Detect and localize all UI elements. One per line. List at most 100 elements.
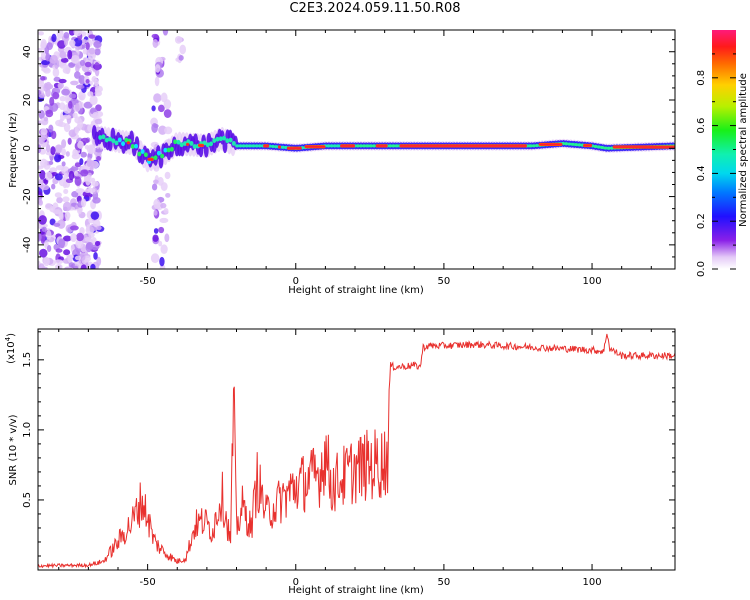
spectral-noise-cell <box>59 95 66 102</box>
spectral-noise-cell <box>150 141 159 148</box>
spectral-noise-cell <box>163 109 172 118</box>
spectral-noise-cell <box>75 84 85 90</box>
spectral-noise-cell <box>88 34 96 39</box>
spectral-noise-cell <box>154 76 160 87</box>
spectral-core-cell <box>600 145 605 150</box>
spectral-core-cell <box>358 144 363 148</box>
spectral-noise-cell <box>93 251 98 260</box>
spectral-noise-cell <box>88 47 96 55</box>
spectral-core-cell <box>205 142 210 148</box>
snr-series-line <box>38 333 675 569</box>
spectral-noise-cell <box>153 209 158 216</box>
spectral-noise-cell <box>44 171 53 181</box>
spectral-noise-cell <box>74 71 81 79</box>
spectral-noise-cell <box>92 112 99 119</box>
top-x-axis-label: Height of straight line (km) <box>288 285 424 296</box>
spectral-noise-cell <box>45 144 51 153</box>
spectral-core-cell <box>163 147 168 153</box>
spectral-core-cell <box>153 155 158 161</box>
spectral-core-cell <box>101 134 106 140</box>
spectral-core-cell <box>228 137 233 143</box>
spectral-core-cell <box>111 138 116 144</box>
spectral-core-cell <box>394 144 399 148</box>
spectral-noise-cell <box>90 244 100 251</box>
spectrogram-panel: -50 0 50 100 -40 -20 0 20 40 Height of straight… <box>8 29 676 296</box>
y-tick-label: 1.5 <box>22 352 33 368</box>
spectral-noise-cell <box>92 219 101 228</box>
spectral-peak-core <box>147 158 154 161</box>
spectral-peak-core <box>612 146 675 148</box>
spectral-core-cell <box>124 137 129 143</box>
colorbar-label: Normalized spectral amplitude <box>738 73 749 227</box>
spectral-noise-cell <box>76 247 82 254</box>
spectral-noise-cell <box>78 74 86 85</box>
spectral-noise-cell <box>68 262 75 268</box>
spectral-noise-cell <box>62 114 72 119</box>
colorbar-axis: 0.0 0.2 0.4 0.6 0.8 <box>696 53 736 277</box>
spectral-noise-cell <box>80 243 87 253</box>
spectral-peak-core <box>277 146 281 148</box>
spectral-core-cell <box>270 144 275 149</box>
x-tick-label: -50 <box>139 577 155 588</box>
spectral-core-cell <box>564 142 569 146</box>
spectral-core-cell <box>166 147 171 153</box>
spectral-noise-cell <box>179 44 187 55</box>
y-tick-label: -20 <box>22 188 33 204</box>
spectral-noise-cell <box>55 165 65 171</box>
spectral-noise-cell <box>77 140 84 149</box>
spectral-noise-cell <box>74 102 80 112</box>
spectral-core-cell <box>332 144 337 148</box>
spectral-noise-cell <box>46 229 52 240</box>
spectral-noise-cell <box>52 67 60 78</box>
spectral-noise-cell <box>38 199 43 206</box>
spectral-noise-cell <box>157 104 165 113</box>
spectral-noise-cell <box>38 178 44 189</box>
x-tick-label: 0 <box>293 577 299 588</box>
spectral-core-cell <box>606 146 611 150</box>
spectral-core-cell <box>248 144 253 148</box>
spectral-noise-cell <box>151 33 159 39</box>
spectral-noise-cell <box>96 156 102 161</box>
colorbar-tick-label: 0.0 <box>696 261 707 277</box>
spectral-noise-cell <box>68 129 77 138</box>
spectral-noise-cell <box>154 64 161 73</box>
spectral-noise-cell <box>70 166 79 171</box>
spectral-noise-cell <box>46 244 52 252</box>
spectral-noise-cell <box>76 232 84 242</box>
spectral-noise-cell <box>174 35 183 44</box>
spectral-noise-cell <box>63 32 70 39</box>
spectral-core-cell <box>238 144 243 148</box>
spectral-noise-cell <box>55 248 63 253</box>
spectral-noise-cell <box>58 238 66 249</box>
spectral-noise-cell <box>94 85 103 93</box>
spectral-noise-cell <box>78 90 86 101</box>
spectral-noise-cell <box>151 105 156 112</box>
spectral-noise-cell <box>85 242 93 253</box>
spectral-noise-cell <box>160 202 167 209</box>
spectral-noise-cell <box>54 192 62 198</box>
bottom-y-axis: 0.5 1.0 1.5 <box>22 331 675 557</box>
spectral-noise-cell <box>49 96 55 106</box>
spectral-core-cell <box>251 144 256 148</box>
spectral-noise-cell <box>51 33 57 43</box>
spectral-peak-core <box>263 145 270 147</box>
spectral-core-cell <box>114 140 119 146</box>
spectral-core-cell <box>98 135 103 140</box>
spectral-noise-cell <box>62 196 70 203</box>
spectral-noise-cell <box>85 78 90 84</box>
spectral-noise-cell <box>63 249 71 256</box>
spectral-core-cell <box>534 143 539 148</box>
x-tick-label: 0 <box>293 276 299 287</box>
spectral-noise-cell <box>89 95 98 106</box>
spectral-core-cell <box>160 153 165 159</box>
spectral-noise-cell <box>61 148 67 156</box>
spectral-noise-cell <box>71 191 79 198</box>
spectral-noise-cell <box>74 126 80 135</box>
spectral-noise-cell <box>153 198 161 209</box>
spectral-core-cell <box>121 141 126 147</box>
spectral-noise-cell <box>64 211 71 220</box>
spectral-core-cell <box>134 143 139 149</box>
spectral-noise-cell <box>57 40 67 49</box>
spectral-noise-cell <box>67 137 72 145</box>
spectral-noise-cell <box>164 171 171 180</box>
